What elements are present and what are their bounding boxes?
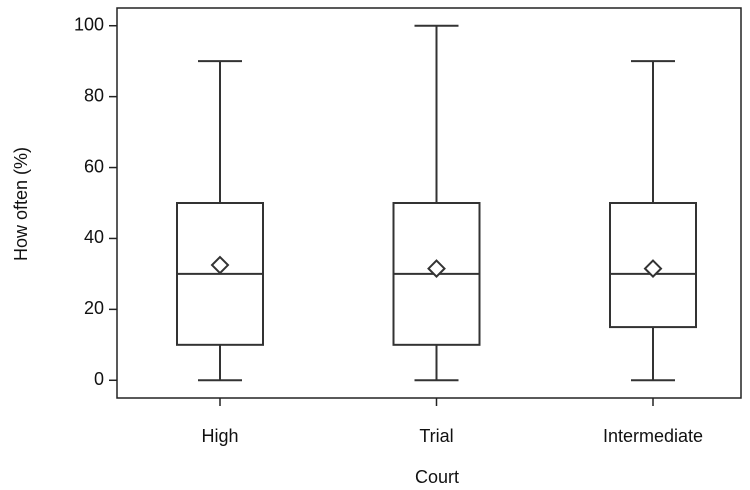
y-tick-label: 80 <box>84 85 104 105</box>
x-axis-label: Court <box>415 467 459 487</box>
x-tick-label: High <box>201 426 238 446</box>
mean-marker <box>643 259 663 279</box>
y-axis-label: How often (%) <box>11 147 31 261</box>
y-tick-label: 100 <box>74 14 104 34</box>
x-tick-label: Intermediate <box>603 426 703 446</box>
x-tick-label: Trial <box>419 426 453 446</box>
y-tick-label: 20 <box>84 298 104 318</box>
y-tick-label: 40 <box>84 227 104 247</box>
mean-marker <box>427 259 446 279</box>
y-tick-label: 0 <box>94 369 104 389</box>
mean-marker <box>210 255 230 275</box>
plot-frame <box>116 7 742 399</box>
y-tick-label: 60 <box>84 156 104 176</box>
